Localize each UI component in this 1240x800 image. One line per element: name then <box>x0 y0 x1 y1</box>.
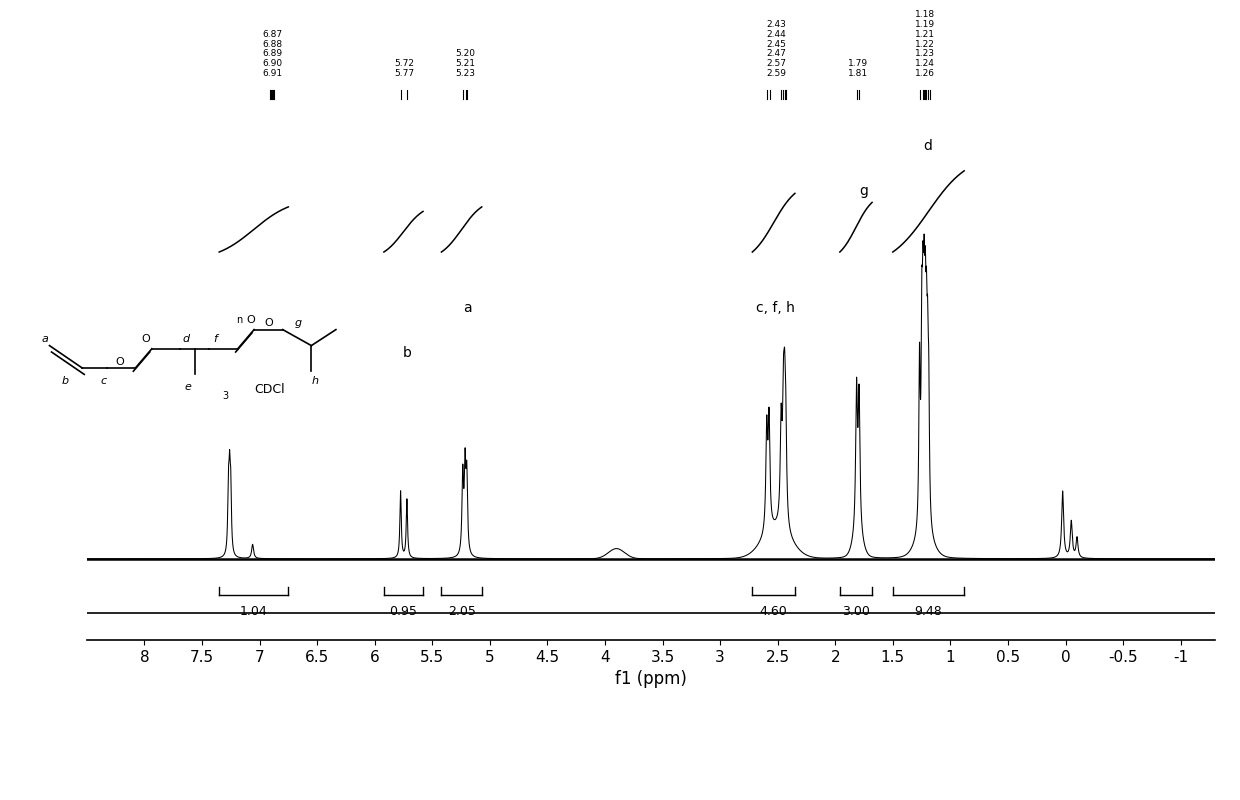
Text: n: n <box>236 315 242 325</box>
Text: b: b <box>403 346 412 360</box>
Text: 5.21: 5.21 <box>455 59 475 69</box>
Text: 2.43: 2.43 <box>766 20 786 29</box>
Text: 6.87: 6.87 <box>262 30 281 38</box>
Text: 6.90: 6.90 <box>262 59 281 69</box>
Text: 5.23: 5.23 <box>455 70 475 78</box>
Text: b: b <box>62 376 69 386</box>
Text: 2.57: 2.57 <box>766 59 786 69</box>
Text: 6.88: 6.88 <box>262 39 281 49</box>
Text: 3.00: 3.00 <box>842 605 870 618</box>
Text: 6.89: 6.89 <box>262 50 281 58</box>
Text: d: d <box>923 138 931 153</box>
Text: 1.23: 1.23 <box>915 50 935 58</box>
X-axis label: f1 (ppm): f1 (ppm) <box>615 670 687 688</box>
Text: 2.05: 2.05 <box>448 605 475 618</box>
Text: 4.60: 4.60 <box>760 605 787 618</box>
Text: 6.91: 6.91 <box>262 70 281 78</box>
Text: a: a <box>41 334 48 344</box>
Text: 1.81: 1.81 <box>848 70 868 78</box>
Text: 0.95: 0.95 <box>389 605 418 618</box>
Text: 2.45: 2.45 <box>766 39 786 49</box>
Text: 3: 3 <box>223 391 229 401</box>
Text: g: g <box>859 184 868 198</box>
Text: 2.47: 2.47 <box>766 50 786 58</box>
Text: CDCl: CDCl <box>254 383 284 396</box>
Text: 1.26: 1.26 <box>915 70 935 78</box>
Text: O: O <box>246 315 254 325</box>
Text: 1.18: 1.18 <box>915 10 935 18</box>
Text: 1.21: 1.21 <box>915 30 935 38</box>
Text: 1.24: 1.24 <box>915 59 935 69</box>
Text: O: O <box>264 318 273 328</box>
Text: 5.72: 5.72 <box>394 59 414 69</box>
Text: 2.44: 2.44 <box>766 30 786 38</box>
Text: 1.22: 1.22 <box>915 39 935 49</box>
Text: 5.77: 5.77 <box>394 70 414 78</box>
Text: 2.59: 2.59 <box>766 70 786 78</box>
Text: O: O <box>141 334 150 344</box>
Text: c, f, h: c, f, h <box>756 301 795 315</box>
Text: 1.04: 1.04 <box>239 605 268 618</box>
Text: g: g <box>295 318 303 328</box>
Text: 5.20: 5.20 <box>455 50 475 58</box>
Text: 1.19: 1.19 <box>915 20 935 29</box>
Text: a: a <box>464 301 472 315</box>
Text: 9.48: 9.48 <box>915 605 942 618</box>
Text: f: f <box>213 334 217 344</box>
Text: O: O <box>115 357 124 366</box>
Text: c: c <box>100 376 107 386</box>
Text: e: e <box>185 382 191 392</box>
Text: 1.79: 1.79 <box>848 59 868 69</box>
Text: h: h <box>311 376 319 386</box>
Text: d: d <box>182 334 190 344</box>
